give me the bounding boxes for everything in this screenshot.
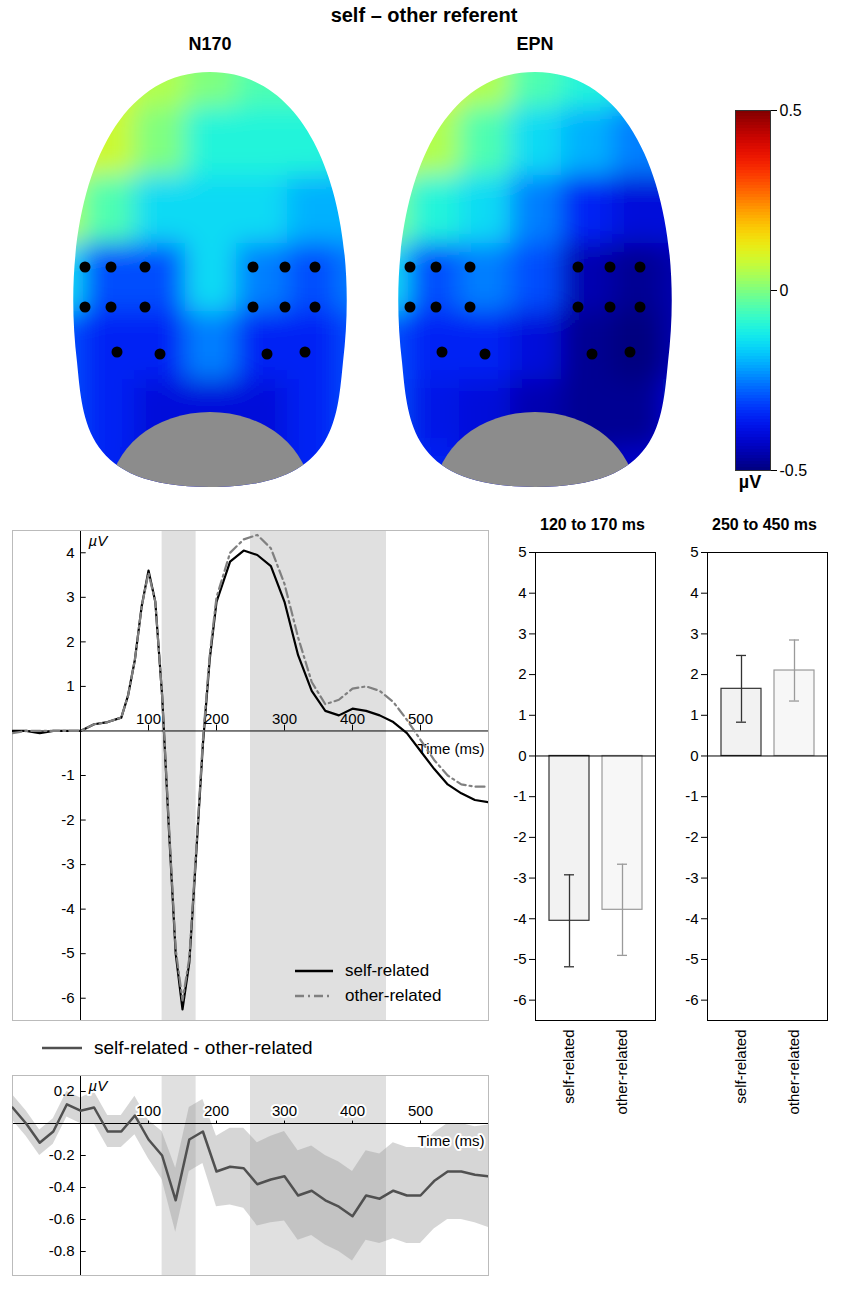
svg-text:4: 4 (690, 584, 698, 601)
svg-text:-6: -6 (513, 991, 526, 1008)
svg-text:2: 2 (66, 633, 74, 650)
svg-text:Time (ms): Time (ms) (418, 740, 485, 757)
svg-text:1: 1 (518, 706, 526, 723)
svg-text:-3: -3 (61, 855, 74, 872)
svg-text:self-related: self-related (560, 1030, 577, 1104)
svg-text:500: 500 (408, 710, 433, 727)
svg-text:2: 2 (690, 665, 698, 682)
svg-text:4: 4 (66, 544, 74, 561)
svg-text:200: 200 (204, 710, 229, 727)
html-text:self – other referent: self – other referent (330, 4, 518, 26)
html-text:self-related: self-related (345, 960, 430, 980)
svg-text:-0.4: -0.4 (49, 1178, 75, 1195)
svg-text:100: 100 (136, 1102, 161, 1119)
svg-text:500: 500 (408, 1102, 433, 1119)
svg-text:-6: -6 (61, 989, 74, 1006)
svg-text:-4: -4 (61, 900, 74, 917)
svg-text:-1: -1 (61, 766, 74, 783)
svg-text:5: 5 (690, 543, 698, 560)
svg-text:Time (ms): Time (ms) (418, 1132, 485, 1149)
svg-text:1: 1 (66, 677, 74, 694)
svg-text:3: 3 (518, 625, 526, 642)
svg-text:-3: -3 (513, 869, 526, 886)
svg-text:-3: -3 (685, 869, 698, 886)
svg-text:µV: µV (89, 1077, 110, 1094)
html-text:other-related: other-related (345, 985, 442, 1005)
svg-text:-2: -2 (685, 828, 698, 845)
svg-text:400: 400 (340, 709, 365, 727)
svg-text:4: 4 (518, 584, 526, 601)
svg-text:-1: -1 (513, 787, 526, 804)
html-text:120 to 170 ms: 120 to 170 ms (540, 516, 645, 533)
svg-text:-0.8: -0.8 (49, 1242, 75, 1259)
svg-text:0.2: 0.2 (54, 1082, 75, 1099)
svg-text:300: 300 (272, 1102, 297, 1119)
html-text:µV: µV (738, 472, 762, 492)
svg-text:200: 200 (204, 1102, 229, 1119)
svg-text:100: 100 (136, 710, 161, 727)
svg-text:-0.5: -0.5 (780, 462, 808, 479)
svg-text:3: 3 (66, 588, 74, 605)
svg-text:-0.2: -0.2 (49, 1146, 75, 1163)
svg-text:other-related: other-related (785, 1030, 802, 1115)
svg-text:0.5: 0.5 (780, 102, 802, 119)
svg-text:-2: -2 (513, 828, 526, 845)
svg-text:0: 0 (518, 747, 526, 764)
html-text:250 to 450 ms: 250 to 450 ms (712, 516, 817, 533)
html-text:N170: N170 (188, 34, 232, 54)
svg-text:2: 2 (518, 665, 526, 682)
svg-text:3: 3 (690, 625, 698, 642)
svg-text:other-related: other-related (613, 1030, 630, 1115)
svg-text:400: 400 (340, 1102, 365, 1119)
svg-text:5: 5 (518, 543, 526, 560)
svg-text:-5: -5 (513, 950, 526, 967)
svg-text:-4: -4 (513, 910, 526, 927)
svg-text:self-related: self-related (732, 1030, 749, 1104)
svg-text:0: 0 (690, 747, 698, 764)
svg-text:-5: -5 (61, 944, 74, 961)
svg-text:-4: -4 (685, 910, 698, 927)
svg-text:-1: -1 (685, 787, 698, 804)
html-text:self-related - other-related: self-related - other-related (94, 1036, 313, 1058)
svg-text:-2: -2 (61, 811, 74, 828)
svg-text:-6: -6 (685, 991, 698, 1008)
svg-text:-5: -5 (685, 950, 698, 967)
html-text:EPN: EPN (516, 34, 554, 54)
svg-text:1: 1 (690, 706, 698, 723)
svg-text:0: 0 (780, 282, 789, 299)
svg-text:300: 300 (272, 710, 297, 727)
svg-text:-0.6: -0.6 (49, 1210, 75, 1227)
svg-text:µV: µV (89, 532, 110, 549)
